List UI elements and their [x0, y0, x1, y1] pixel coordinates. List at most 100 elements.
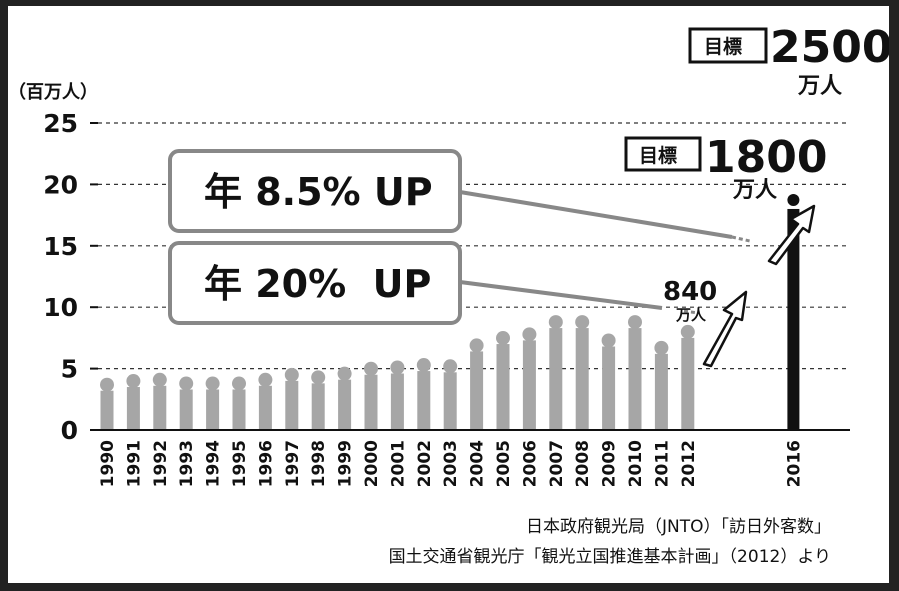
bar-1997: [285, 380, 299, 430]
current-value-unit: 万人: [675, 306, 707, 324]
rise-arrow-1: [702, 290, 748, 368]
rise-arrow-2: [767, 204, 816, 266]
bar-1995: [232, 389, 246, 430]
x-tick-label-2012: 2012: [679, 440, 699, 487]
target-2020-badge-box: [688, 27, 768, 64]
bar-dot-2001: [390, 360, 405, 375]
x-tick-label-1993: 1993: [177, 440, 197, 487]
x-tick-label-1996: 1996: [256, 440, 276, 487]
bar-dot-1996: [258, 372, 273, 387]
bar-dot-2000: [364, 361, 378, 376]
bar-dot-2008: [575, 315, 590, 330]
x-tick-label-2005: 2005: [494, 440, 514, 487]
x-tick-label-1994: 1994: [204, 440, 224, 487]
bar-1991: [126, 387, 140, 430]
connector-line-20: [459, 280, 663, 310]
bar-2009: [602, 346, 616, 430]
growth-callout-8-5-text: 年 8.5% UP: [204, 170, 433, 214]
target-2020-annotation: 目標 2500 万人: [688, 22, 892, 99]
connector-dash-8-5: [731, 235, 751, 243]
bar-dot-1998: [311, 370, 326, 385]
bar-dot-2016: [787, 193, 800, 206]
bar-dot-1993: [179, 376, 194, 391]
x-tick-label-2004: 2004: [468, 440, 488, 487]
bar-dot-2012: [680, 324, 695, 339]
target-2016-badge-text: 目標: [639, 144, 677, 167]
bar-dot-1992: [152, 372, 167, 387]
x-tick-label-1997: 1997: [283, 440, 303, 487]
bar-2007: [549, 328, 563, 430]
x-tick-labels: 1990 1991 1992 1993 1994 1995 1996 1997 1998 1999…: [98, 440, 899, 487]
bar-2011: [654, 353, 668, 430]
x-tick-label-2009: 2009: [600, 440, 620, 487]
bar-dot-2003: [443, 359, 458, 374]
bar-dot-2010: [628, 315, 642, 330]
bar-1996: [258, 385, 272, 430]
y-tick-label-15: 15: [43, 232, 78, 261]
x-tick-label-2007: 2007: [547, 440, 567, 487]
bar-dot-1997: [284, 367, 299, 382]
bar-dot-2007: [548, 315, 563, 330]
y-tick-label-10: 10: [43, 293, 78, 322]
target-2016-badge-box: [624, 136, 702, 172]
x-tick-label-2000: 2000: [362, 440, 382, 487]
bar-1999: [338, 379, 352, 430]
bar-2010: [628, 328, 642, 430]
x-tick-label-1999: 1999: [336, 440, 356, 487]
y-tick-label-20: 20: [43, 170, 78, 199]
growth-callout-20: 年 20% UP: [168, 241, 462, 325]
target-2020-value: 2500: [770, 22, 889, 73]
bar-dot-2009: [601, 333, 616, 348]
bar-1998: [311, 383, 325, 430]
x-tick-label-1992: 1992: [151, 440, 171, 487]
bar-dot-1991: [126, 374, 141, 389]
x-tick-label-2006: 2006: [520, 440, 540, 487]
bar-dot-1994: [205, 376, 220, 391]
x-tick-label-1990: 1990: [98, 440, 118, 487]
bar-dot-1999: [337, 366, 352, 381]
y-tick-labels: 0 5 10 15 20 25: [43, 109, 78, 445]
bar-1994: [206, 389, 220, 430]
bar-2001: [390, 373, 404, 430]
y-unit-label: （百万人）: [8, 82, 98, 103]
target-2020-badge-text: 目標: [704, 35, 742, 58]
x-tick-label-1995: 1995: [230, 440, 250, 487]
x-tick-label-2002: 2002: [415, 440, 435, 487]
bar-dot-1995: [232, 376, 246, 391]
x-tick-label-2001: 2001: [388, 440, 408, 487]
bar-2016: [787, 208, 800, 430]
bar-dot-2005: [496, 331, 510, 346]
growth-callout-8-5: 年 8.5% UP: [168, 149, 462, 233]
bar-2012: [681, 337, 695, 430]
chart-frame: 0 5 10 15 20 25 1990 1991 1992 1993 1994 1995 1996 1…: [8, 6, 899, 583]
x-tick-label-2003: 2003: [441, 440, 461, 487]
bar-1992: [153, 385, 167, 430]
bar-2002: [417, 371, 431, 430]
bar-2005: [496, 344, 510, 430]
bar-2006: [522, 340, 536, 430]
bar-dot-1990: [100, 377, 114, 392]
target-2016-unit: 万人: [732, 178, 777, 203]
bar-1990: [100, 390, 114, 430]
bar-2000: [364, 374, 378, 430]
bar-dot-2006: [522, 327, 537, 342]
connector-dash-20: [683, 309, 699, 315]
x-tick-label-2010: 2010: [626, 440, 646, 487]
x-tick-label-2016: 2016: [784, 440, 804, 487]
source-line-2: 国土交通省観光庁「観光立国推進基本計画」（2012）より: [388, 547, 831, 567]
y-tick-label-5: 5: [61, 355, 78, 384]
x-tick-label-2008: 2008: [573, 440, 593, 487]
x-tick-label-2011: 2011: [652, 440, 672, 487]
connector-line-8-5: [459, 190, 733, 239]
bar-2004: [470, 351, 484, 430]
bar-dot-2004: [469, 338, 484, 353]
bar-2003: [443, 372, 457, 430]
bars: [100, 108, 899, 430]
target-2016-annotation: 目標 1800 万人: [624, 132, 827, 203]
bar-2008: [575, 328, 589, 430]
growth-callout-20-text: 年 20% UP: [204, 262, 431, 306]
x-tick-label-1998: 1998: [309, 440, 329, 487]
target-2020-unit: 万人: [797, 74, 842, 99]
y-tick-label-25: 25: [43, 109, 78, 138]
